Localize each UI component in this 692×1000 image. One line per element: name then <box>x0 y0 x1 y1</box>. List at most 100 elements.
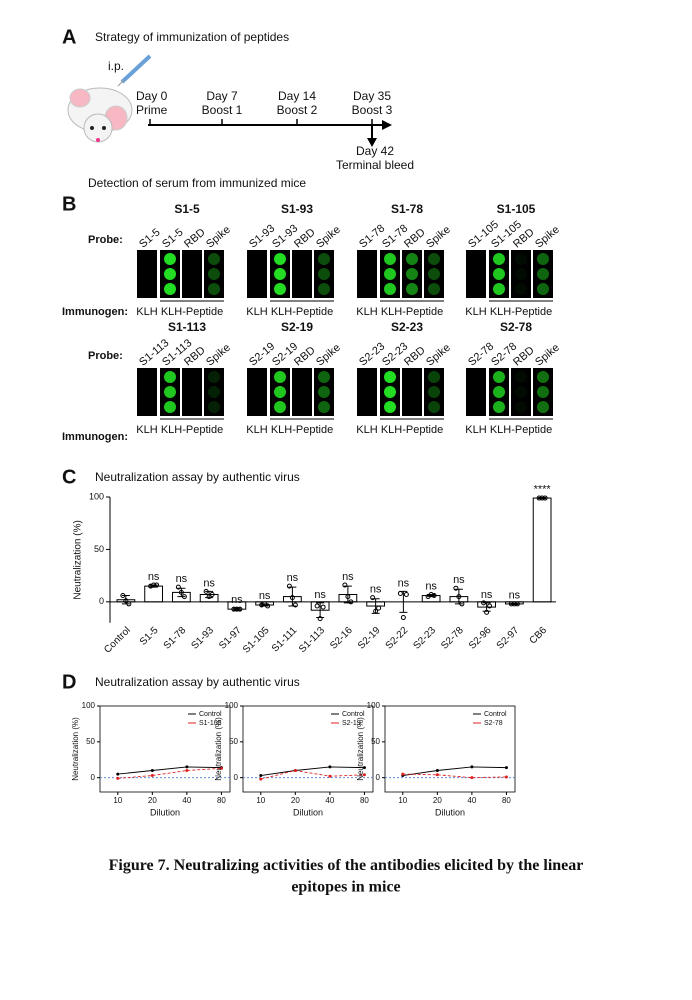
caption-figure: Figure 7 <box>109 857 166 874</box>
blot-dot <box>274 268 286 280</box>
caption-line: epitopes in mice <box>291 879 400 896</box>
blot-lane <box>402 368 422 416</box>
series-point <box>435 769 439 772</box>
legend-label: Control <box>342 711 365 718</box>
probe-name: Spike <box>314 342 343 369</box>
series-line <box>260 770 365 780</box>
blot-lane <box>247 368 267 416</box>
blot-dot <box>406 268 418 280</box>
x-tick-label: S1-105 <box>241 625 272 656</box>
blot-title: S2-23 <box>391 320 423 334</box>
data-point <box>453 585 459 591</box>
data-point <box>289 595 295 601</box>
legend-label: Control <box>484 711 507 718</box>
x-tick-label: S2-22 <box>384 625 411 652</box>
terminal-day: Day 42 <box>356 144 394 158</box>
probe-name: S2-78 <box>466 340 496 368</box>
immunogen-name: KLH <box>246 306 267 318</box>
blot-lane <box>466 250 486 298</box>
data-point <box>151 582 157 588</box>
blot-lane <box>292 250 312 298</box>
event-name: Boost 1 <box>202 103 243 117</box>
blot-title: S1-5 <box>174 202 200 216</box>
blot-dot <box>406 253 418 265</box>
blot-lane <box>314 368 334 416</box>
significance-label: ns <box>425 580 437 592</box>
legend-label: Control <box>199 711 222 718</box>
caption-line: Figure 7. Neutralizing activities of the… <box>109 857 584 874</box>
series-point <box>150 774 154 778</box>
immunogen-name: KLH <box>465 306 486 318</box>
blot-lane <box>424 250 444 298</box>
immunogen-name: KLH <box>246 424 267 436</box>
data-point <box>203 588 209 594</box>
timeline-arrow <box>382 120 392 130</box>
plot-frame <box>384 705 516 793</box>
data-point <box>342 582 348 588</box>
error-bar <box>232 607 241 611</box>
blot-dot <box>515 371 527 383</box>
significance-label: ns <box>287 572 299 584</box>
data-point <box>481 600 487 606</box>
terminal-name: Terminal bleed <box>336 158 414 172</box>
series-point <box>470 765 474 769</box>
blot-dot <box>537 371 549 383</box>
error-bar <box>316 602 325 619</box>
mouse-icon <box>67 54 152 143</box>
caption-text: . Neutralizing activities of the antibod… <box>166 857 584 874</box>
panel-title: Neutralization assay by authentic virus <box>95 470 300 484</box>
y-tick-label: 0 <box>234 773 239 782</box>
series-point <box>293 769 297 772</box>
blot-dot <box>318 268 330 280</box>
x-tick-label: S1-93 <box>189 625 216 652</box>
blot-dot <box>164 283 176 295</box>
x-tick-label: 10 <box>398 796 407 805</box>
blot-lane <box>204 250 224 298</box>
data-point <box>484 609 490 615</box>
data-point <box>511 601 517 607</box>
blot-dot <box>493 283 505 295</box>
series-point <box>328 774 332 778</box>
y-tick-label: 100 <box>82 701 96 710</box>
series-point <box>116 776 120 780</box>
blot-dot <box>493 268 505 280</box>
event-name: Boost 3 <box>352 103 393 117</box>
y-tick-label: 50 <box>229 737 238 746</box>
event-day: Day 7 <box>206 89 238 103</box>
data-point <box>428 591 434 597</box>
y-axis-label: Neutralization (%) <box>214 717 223 781</box>
blot-dot <box>515 386 527 398</box>
immunogen-name: KLH-Peptide <box>271 424 333 436</box>
x-tick-label: 20 <box>291 796 300 805</box>
immunogen-name: KLH <box>136 424 157 436</box>
blot-lane <box>511 368 531 416</box>
panel-label: C <box>62 466 76 488</box>
y-tick-label: 100 <box>367 701 381 710</box>
significance-label: ns <box>176 573 188 585</box>
immunogen-name: KLH-Peptide <box>381 306 443 318</box>
data-point <box>345 594 351 600</box>
x-tick-label: CB6 <box>528 625 550 647</box>
blot-dot <box>428 283 440 295</box>
blot-dot <box>384 386 396 398</box>
blot-dot <box>318 253 330 265</box>
blot-dot <box>274 401 286 413</box>
panel-label: B <box>62 193 76 215</box>
data-point <box>209 591 215 597</box>
immunogen-name: KLH-Peptide <box>161 424 223 436</box>
data-point <box>539 495 545 501</box>
legend-label: S2-78 <box>484 720 503 727</box>
blot-dot <box>384 268 396 280</box>
blot-dot <box>208 268 220 280</box>
immunogen-name: KLH <box>356 306 377 318</box>
detection-text: Detection of serum from immunized mice <box>88 176 306 190</box>
x-tick-label: S1-111 <box>270 625 300 655</box>
blot-dot <box>208 401 220 413</box>
probe-name: Spike <box>314 224 343 251</box>
series-line <box>402 773 507 779</box>
significance-label: ns <box>481 589 493 601</box>
probe-name: Spike <box>424 342 453 369</box>
data-point <box>508 601 514 607</box>
x-tick-label: S1-113 <box>297 625 327 655</box>
data-point <box>317 616 323 622</box>
